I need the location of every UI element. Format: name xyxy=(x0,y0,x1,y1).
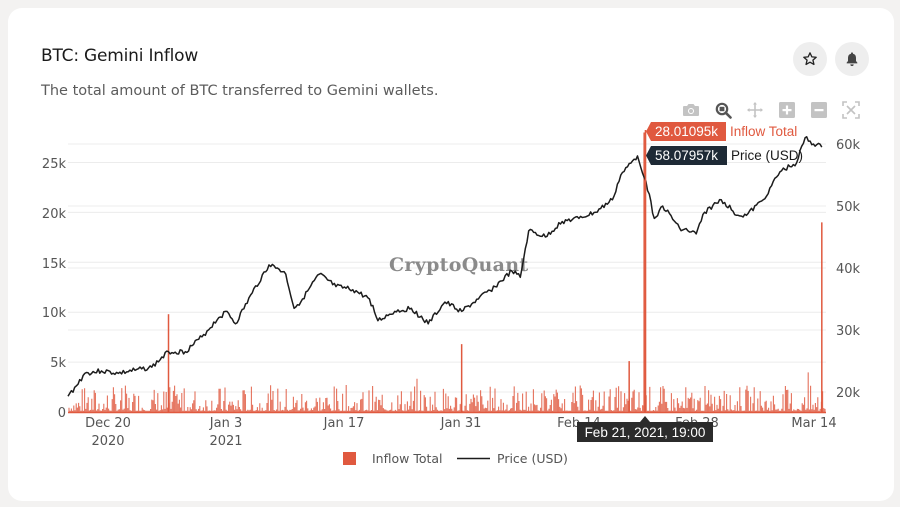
legend-item-inflow[interactable]: Inflow Total xyxy=(343,451,443,466)
inflow-hover-name: Inflow Total xyxy=(730,124,797,139)
x-hover-label: Feb 21, 2021, 19:00 xyxy=(577,416,713,442)
y-right-tick: 50k xyxy=(836,200,861,215)
x-tick: Jan 3 xyxy=(209,416,242,431)
zoom-out-button[interactable] xyxy=(809,101,829,119)
price-hover-name: Price (USD) xyxy=(731,148,803,163)
y-right-tick: 60k xyxy=(836,138,861,153)
zoom-icon xyxy=(715,102,732,119)
autoscale-icon xyxy=(842,101,860,119)
camera-icon xyxy=(683,104,699,116)
x-tick: Jan 17 xyxy=(323,416,365,431)
price-hover-label: 58.07957k Price (USD) xyxy=(646,146,803,165)
minus-box-icon xyxy=(811,102,827,118)
x-tick: Dec 20 xyxy=(85,416,131,431)
legend-inflow-label: Inflow Total xyxy=(372,451,443,466)
x-hover-value: Feb 21, 2021, 19:00 xyxy=(585,425,706,440)
legend-price-label: Price (USD) xyxy=(497,451,568,466)
x-tick: Jan 31 xyxy=(440,416,482,431)
y-left-tick: 15k xyxy=(42,257,67,272)
favorite-button[interactable] xyxy=(793,42,827,76)
y-left-tick: 20k xyxy=(42,207,67,222)
x-tick-year: 2020 xyxy=(91,434,124,449)
autoscale-button[interactable] xyxy=(841,101,861,119)
inflow-hover-label: 28.01095k Inflow Total xyxy=(646,122,797,141)
price-line xyxy=(67,136,823,397)
y-left-tick: 10k xyxy=(42,306,67,321)
y-right-tick: 30k xyxy=(836,324,861,339)
y-left-tick: 5k xyxy=(50,356,66,371)
legend-item-price[interactable]: Price (USD) xyxy=(457,451,568,466)
x-tick-year: 2021 xyxy=(209,434,242,449)
pan-button[interactable] xyxy=(745,101,765,119)
chart-title: BTC: Gemini Inflow xyxy=(41,46,199,66)
chart-modebar xyxy=(681,101,873,119)
alert-button[interactable] xyxy=(835,42,869,76)
download-png-button[interactable] xyxy=(681,101,701,119)
legend: Inflow Total Price (USD) xyxy=(343,451,568,466)
x-axis: Dec 20 2020 Jan 3 2021 Jan 17 Jan 31 Feb… xyxy=(85,416,837,449)
bell-icon xyxy=(846,52,858,66)
y-axis-right: 20k 30k 40k 50k 60k xyxy=(836,138,861,401)
inflow-swatch xyxy=(343,452,356,465)
y-right-tick: 40k xyxy=(836,262,861,277)
price-hover-value: 58.07957k xyxy=(655,148,718,163)
zoom-in-button[interactable] xyxy=(777,101,797,119)
inflow-hover-value: 28.01095k xyxy=(655,124,718,139)
chart-subtitle: The total amount of BTC transferred to G… xyxy=(41,83,439,99)
star-icon xyxy=(803,52,817,66)
x-tick: Mar 14 xyxy=(791,416,836,431)
pan-icon xyxy=(747,102,763,118)
chart-card: BTC: Gemini Inflow The total amount of B… xyxy=(8,8,894,501)
zoom-button[interactable] xyxy=(713,101,733,119)
plus-box-icon xyxy=(779,102,795,118)
y-right-tick: 20k xyxy=(836,386,861,401)
watermark: CryptoQuant xyxy=(389,254,528,276)
y-axis-left: 0 5k 10k 15k 20k 25k xyxy=(42,157,67,421)
gridlines xyxy=(68,143,826,393)
y-left-tick: 25k xyxy=(42,157,67,172)
y-left-tick: 0 xyxy=(58,406,66,421)
